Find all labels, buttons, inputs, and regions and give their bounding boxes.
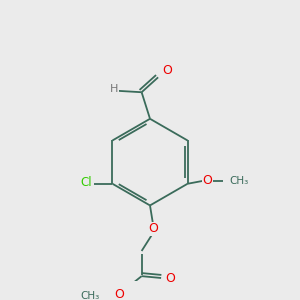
Text: Cl: Cl	[80, 176, 92, 189]
Text: CH₃: CH₃	[80, 291, 100, 300]
Text: H: H	[110, 84, 119, 94]
Text: O: O	[148, 222, 158, 235]
Text: O: O	[202, 174, 212, 187]
Text: O: O	[166, 272, 175, 285]
Text: CH₃: CH₃	[230, 176, 249, 186]
Text: O: O	[162, 64, 172, 77]
Text: O: O	[114, 288, 124, 300]
